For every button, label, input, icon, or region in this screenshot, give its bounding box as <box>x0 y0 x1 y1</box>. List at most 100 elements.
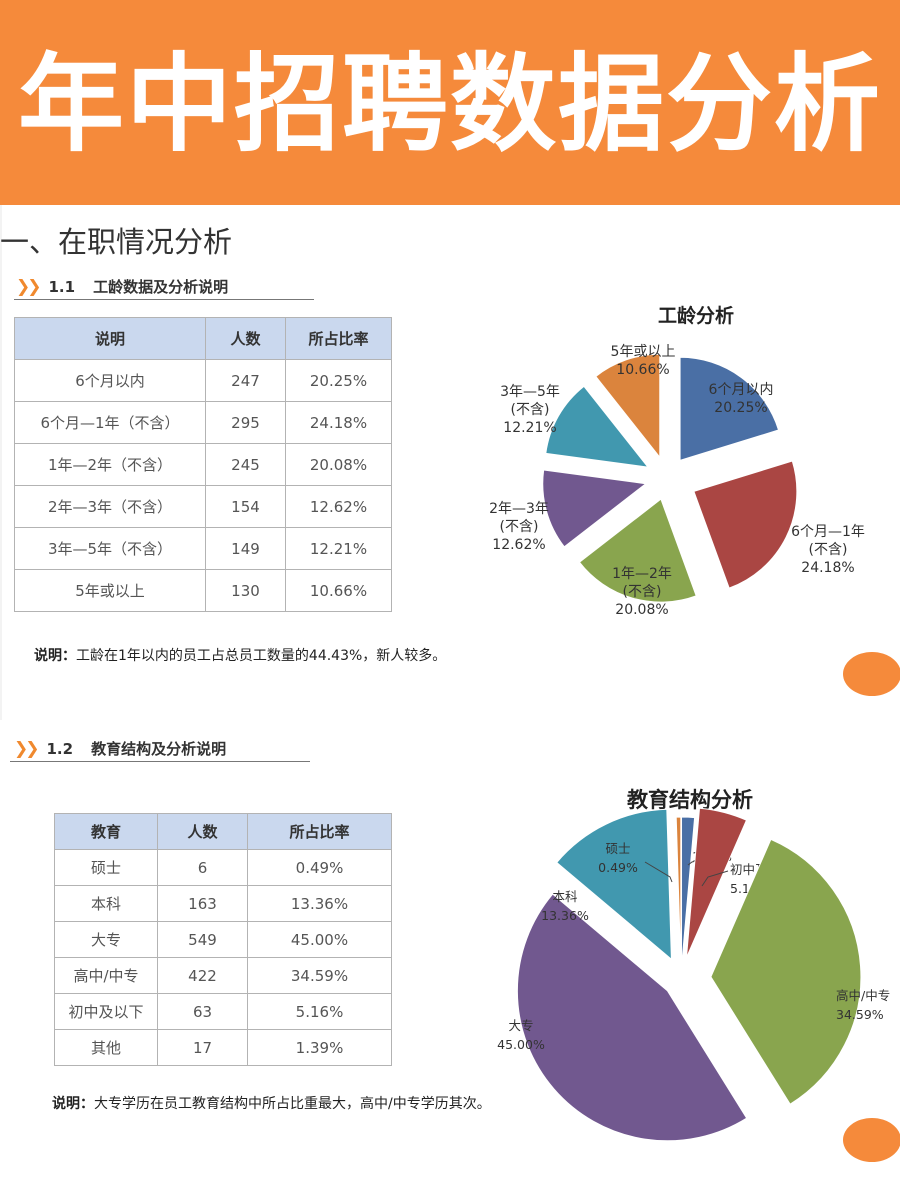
table-cell: 13.36% <box>247 885 392 922</box>
pie-slice <box>679 356 780 461</box>
leader-line <box>644 861 673 883</box>
seniority-table: 说明 人数 所占比率 6个月以内 247 20.25% 6个月—1年（不含） 295 24.18… <box>14 317 392 612</box>
table-cell: 硕士 <box>54 849 158 886</box>
table-cell: 10.66% <box>285 569 392 612</box>
pie-slice <box>693 460 798 589</box>
table-cell: 12.62% <box>285 485 392 528</box>
pie-slice <box>685 807 748 958</box>
decorative-orange-circle <box>843 652 900 696</box>
table-cell: 34.59% <box>247 957 392 994</box>
slice-label: 硕士 0.49% <box>598 841 638 875</box>
column-header: 所占比率 <box>285 317 392 360</box>
table-cell: 本科 <box>54 885 158 922</box>
table-row: 6个月—1年（不含） 295 24.18% <box>14 401 392 444</box>
table-cell: 549 <box>157 921 248 958</box>
table-row: 其他 17 1.39% <box>54 1029 392 1066</box>
table-cell: 12.21% <box>285 527 392 570</box>
table-cell: 17 <box>157 1029 248 1066</box>
table-cell: 2年—3年（不含） <box>14 485 206 528</box>
subsection-number: 1.1 <box>48 278 76 296</box>
column-header: 人数 <box>205 317 286 360</box>
table-row: 大专 549 45.00% <box>54 921 392 958</box>
subsection-underline <box>10 761 310 762</box>
column-header: 教育 <box>54 813 158 850</box>
slice-label: 5年或以上 10.66% <box>611 344 676 378</box>
education-pie-chart: 教育结构分析其他1.39%初中及以下5.16%高中/中专34.59%大专45.0… <box>497 788 890 1142</box>
note-label: 说明： <box>34 648 76 664</box>
slice-label: 大专 45.00% <box>497 1018 545 1052</box>
table-cell: 247 <box>205 359 286 402</box>
header-banner: 年中招聘数据分析 <box>0 0 900 205</box>
table-cell: 5年或以上 <box>14 569 206 612</box>
double-chevron-icon: ❯❯ <box>14 739 39 759</box>
subsection-title: 教育结构及分析说明 <box>91 740 227 758</box>
banner-title: 年中招聘数据分析 <box>18 43 882 166</box>
slice-label: 1年—2年(不含) 20.08% <box>612 566 672 618</box>
pie-slice <box>556 808 672 961</box>
subsection-heading-1: ❯❯ 1.1 工龄数据及分析说明 <box>16 276 228 298</box>
leader-line <box>701 870 729 887</box>
table-row: 高中/中专 422 34.59% <box>54 957 392 994</box>
table-cell: 422 <box>157 957 248 994</box>
table-cell: 63 <box>157 993 248 1030</box>
table-row: 初中及以下 63 5.16% <box>54 993 392 1030</box>
column-header: 所占比率 <box>247 813 392 850</box>
table-cell: 163 <box>157 885 248 922</box>
table-row: 本科 163 13.36% <box>54 885 392 922</box>
subsection-number: 1.2 <box>46 740 74 758</box>
slice-label: 6个月以内 20.25% <box>709 382 774 416</box>
double-chevron-icon: ❯❯ <box>16 277 41 297</box>
left-divider <box>0 205 2 720</box>
table-header-row: 说明 人数 所占比率 <box>14 317 392 360</box>
table-cell: 5.16% <box>247 993 392 1030</box>
table-row: 2年—3年（不含） 154 12.62% <box>14 485 392 528</box>
table-cell: 20.25% <box>285 359 392 402</box>
column-header: 人数 <box>157 813 248 850</box>
education-note: 说明：大专学历在员工教育结构中所占比重最大，高中/中专学历其次。 <box>52 1094 491 1114</box>
slice-label: 6个月—1年(不含) 24.18% <box>791 524 865 576</box>
slice-label: 高中/中专 34.59% <box>836 988 890 1022</box>
note-label: 说明： <box>52 1096 94 1112</box>
table-row: 5年或以上 130 10.66% <box>14 569 392 612</box>
table-cell: 1年—2年（不含） <box>14 443 206 486</box>
seniority-note: 说明：工龄在1年以内的员工占总员工数量的44.43%，新人较多。 <box>34 646 446 666</box>
subsection-underline <box>14 299 314 300</box>
chart-title: 教育结构分析 <box>627 788 753 812</box>
pie-slice <box>542 469 648 548</box>
chart-title: 工龄分析 <box>658 304 734 327</box>
table-cell: 0.49% <box>247 849 392 886</box>
pie-slice <box>595 353 661 459</box>
slice-label: 3年—5年(不含) 12.21% <box>500 384 560 436</box>
pie-slice <box>578 498 697 603</box>
table-row: 3年—5年（不含） 149 12.21% <box>14 527 392 570</box>
slice-label: 本科 13.36% <box>541 889 589 923</box>
table-row: 6个月以内 247 20.25% <box>14 359 392 402</box>
column-header: 说明 <box>14 317 206 360</box>
table-cell: 149 <box>205 527 286 570</box>
table-cell: 高中/中专 <box>54 957 158 994</box>
table-cell: 6个月以内 <box>14 359 206 402</box>
subsection-heading-2: ❯❯ 1.2 教育结构及分析说明 <box>14 738 226 760</box>
subsection-title: 工龄数据及分析说明 <box>93 278 229 296</box>
pie-slice <box>675 816 682 968</box>
education-table: 教育 人数 所占比率 硕士 6 0.49% 本科 163 13.36% 大专 549 45.00% 高中… <box>54 813 392 1066</box>
seniority-pie-chart: 工龄分析 6个月以内 20.25% 6个月—1年(不含) 24.18% 1年—2年(不含)… <box>489 304 865 618</box>
table-cell: 6个月—1年（不含） <box>14 401 206 444</box>
table-header-row: 教育 人数 所占比率 <box>54 813 392 850</box>
note-text: 工龄在1年以内的员工占总员工数量的44.43%，新人较多。 <box>76 648 447 664</box>
section-title: 一、在职情况分析 <box>0 225 233 259</box>
pie-slice <box>681 816 696 968</box>
table-cell: 初中及以下 <box>54 993 158 1030</box>
pie-slice <box>545 385 650 468</box>
slice-label: 2年—3年(不含) 12.62% <box>489 501 549 553</box>
table-cell: 245 <box>205 443 286 486</box>
table-cell: 130 <box>205 569 286 612</box>
table-cell: 24.18% <box>285 401 392 444</box>
table-cell: 6 <box>157 849 248 886</box>
table-cell: 45.00% <box>247 921 392 958</box>
table-cell: 大专 <box>54 921 158 958</box>
note-text: 大专学历在员工教育结构中所占比重最大，高中/中专学历其次。 <box>94 1096 491 1112</box>
decorative-orange-circle <box>843 1118 900 1162</box>
table-cell: 20.08% <box>285 443 392 486</box>
table-cell: 其他 <box>54 1029 158 1066</box>
